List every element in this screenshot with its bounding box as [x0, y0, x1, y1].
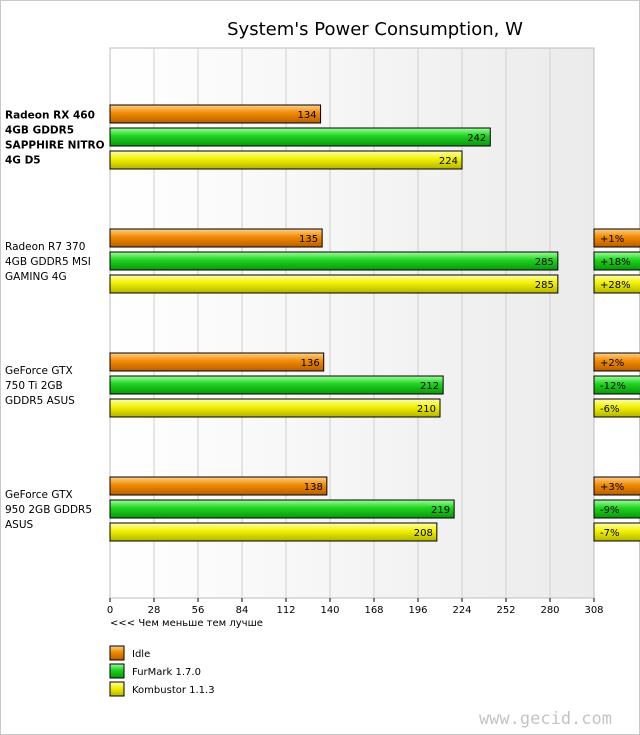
category-label-line: GAMING 4G	[5, 271, 67, 283]
bar	[109, 522, 438, 542]
bar	[109, 104, 322, 124]
x-tick-label: 140	[320, 605, 339, 616]
x-tick-label: 0	[107, 605, 113, 616]
diff-badge	[593, 375, 640, 395]
bar	[109, 274, 559, 294]
category-label-line: GeForce GTX	[5, 489, 73, 501]
legend-label: Idle	[132, 649, 150, 660]
bar-value-label: 208	[414, 528, 433, 539]
diff-badge	[593, 251, 640, 271]
x-tick-label: 252	[496, 605, 515, 616]
x-tick-label: 224	[452, 605, 471, 616]
x-tick-label: 196	[408, 605, 427, 616]
x-tick-label: 308	[584, 605, 603, 616]
legend-label: FurMark 1.7.0	[132, 667, 201, 678]
bar	[109, 375, 444, 395]
bar-value-label: 134	[297, 110, 316, 121]
diff-label: +28%	[600, 280, 631, 291]
bar-value-label: 210	[417, 404, 436, 415]
x-tick-label: 168	[364, 605, 383, 616]
diff-badge	[593, 398, 640, 418]
category-label-line: SAPPHIRE NITRO	[5, 140, 105, 152]
diff-badge	[593, 522, 640, 542]
bar-value-label: 212	[420, 381, 439, 392]
category-label-line: 4GB GDDR5	[5, 125, 74, 137]
diff-label: +18%	[600, 257, 631, 268]
bar	[109, 398, 441, 418]
bar-value-label: 224	[439, 156, 458, 167]
legend-label: Kombustor 1.1.3	[132, 685, 215, 696]
diff-badge	[593, 499, 640, 519]
x-axis-ticks: 0 28 56 84 112 140 168 196 224 252 280 308	[107, 598, 604, 616]
category-label-line: 4G D5	[5, 155, 41, 167]
legend-swatch	[109, 681, 125, 697]
category-label-line: 950 2GB GDDR5	[5, 504, 92, 516]
category-label-line: Radeon R7 370	[5, 241, 85, 253]
diff-label: +1%	[600, 234, 624, 245]
category-label-line: GeForce GTX	[5, 365, 73, 377]
x-axis-label: <<< Чем меньше тем лучше	[110, 618, 263, 629]
legend: Idle FurMark 1.7.0 Kombustor 1.1.3	[109, 645, 215, 697]
bar-value-label: 136	[301, 358, 320, 369]
bar	[109, 476, 328, 496]
bar	[109, 228, 323, 248]
chart-title: System's Power Consumption, W	[227, 19, 523, 40]
x-tick-label: 112	[276, 605, 295, 616]
diff-label: -9%	[600, 505, 619, 516]
category-label-line: 4GB GDDR5 MSI	[5, 256, 91, 268]
legend-swatch	[109, 663, 125, 679]
bar-value-label: 135	[299, 234, 318, 245]
diff-badge	[593, 476, 640, 496]
diff-label: -6%	[600, 404, 619, 415]
bar-value-label: 285	[535, 280, 554, 291]
diff-label: +2%	[600, 358, 624, 369]
bar	[109, 352, 325, 372]
diff-label: -12%	[600, 381, 626, 392]
bar	[109, 150, 463, 170]
bar-value-label: 285	[535, 257, 554, 268]
bar-value-label: 138	[304, 482, 323, 493]
diff-badge	[593, 228, 640, 248]
x-tick-label: 84	[236, 605, 249, 616]
bar	[109, 499, 455, 519]
category-label-line: ASUS	[5, 519, 34, 531]
category-labels: Radeon RX 460 4GB GDDR5 SAPPHIRE NITRO 4G D…	[5, 110, 105, 532]
bars: 134 242 224 135 +1% 285 +18% 285 +28% 136 +2% 212 -1…	[109, 104, 640, 542]
category-label-line: Radeon RX 460	[5, 110, 95, 122]
bar	[109, 251, 559, 271]
diff-label: +3%	[600, 482, 624, 493]
diff-label: -7%	[600, 528, 619, 539]
bar-value-label: 242	[467, 133, 486, 144]
watermark: www.gecid.com	[479, 709, 612, 729]
diff-badge	[593, 274, 640, 294]
diff-badge	[593, 352, 640, 372]
bar-value-label: 219	[431, 505, 450, 516]
x-tick-label: 28	[148, 605, 161, 616]
category-label-line: GDDR5 ASUS	[5, 395, 75, 407]
category-label-line: 750 Ti 2GB	[5, 380, 63, 392]
legend-swatch	[109, 645, 125, 661]
x-tick-label: 56	[192, 605, 205, 616]
x-tick-label: 280	[540, 605, 559, 616]
bar	[109, 127, 491, 147]
